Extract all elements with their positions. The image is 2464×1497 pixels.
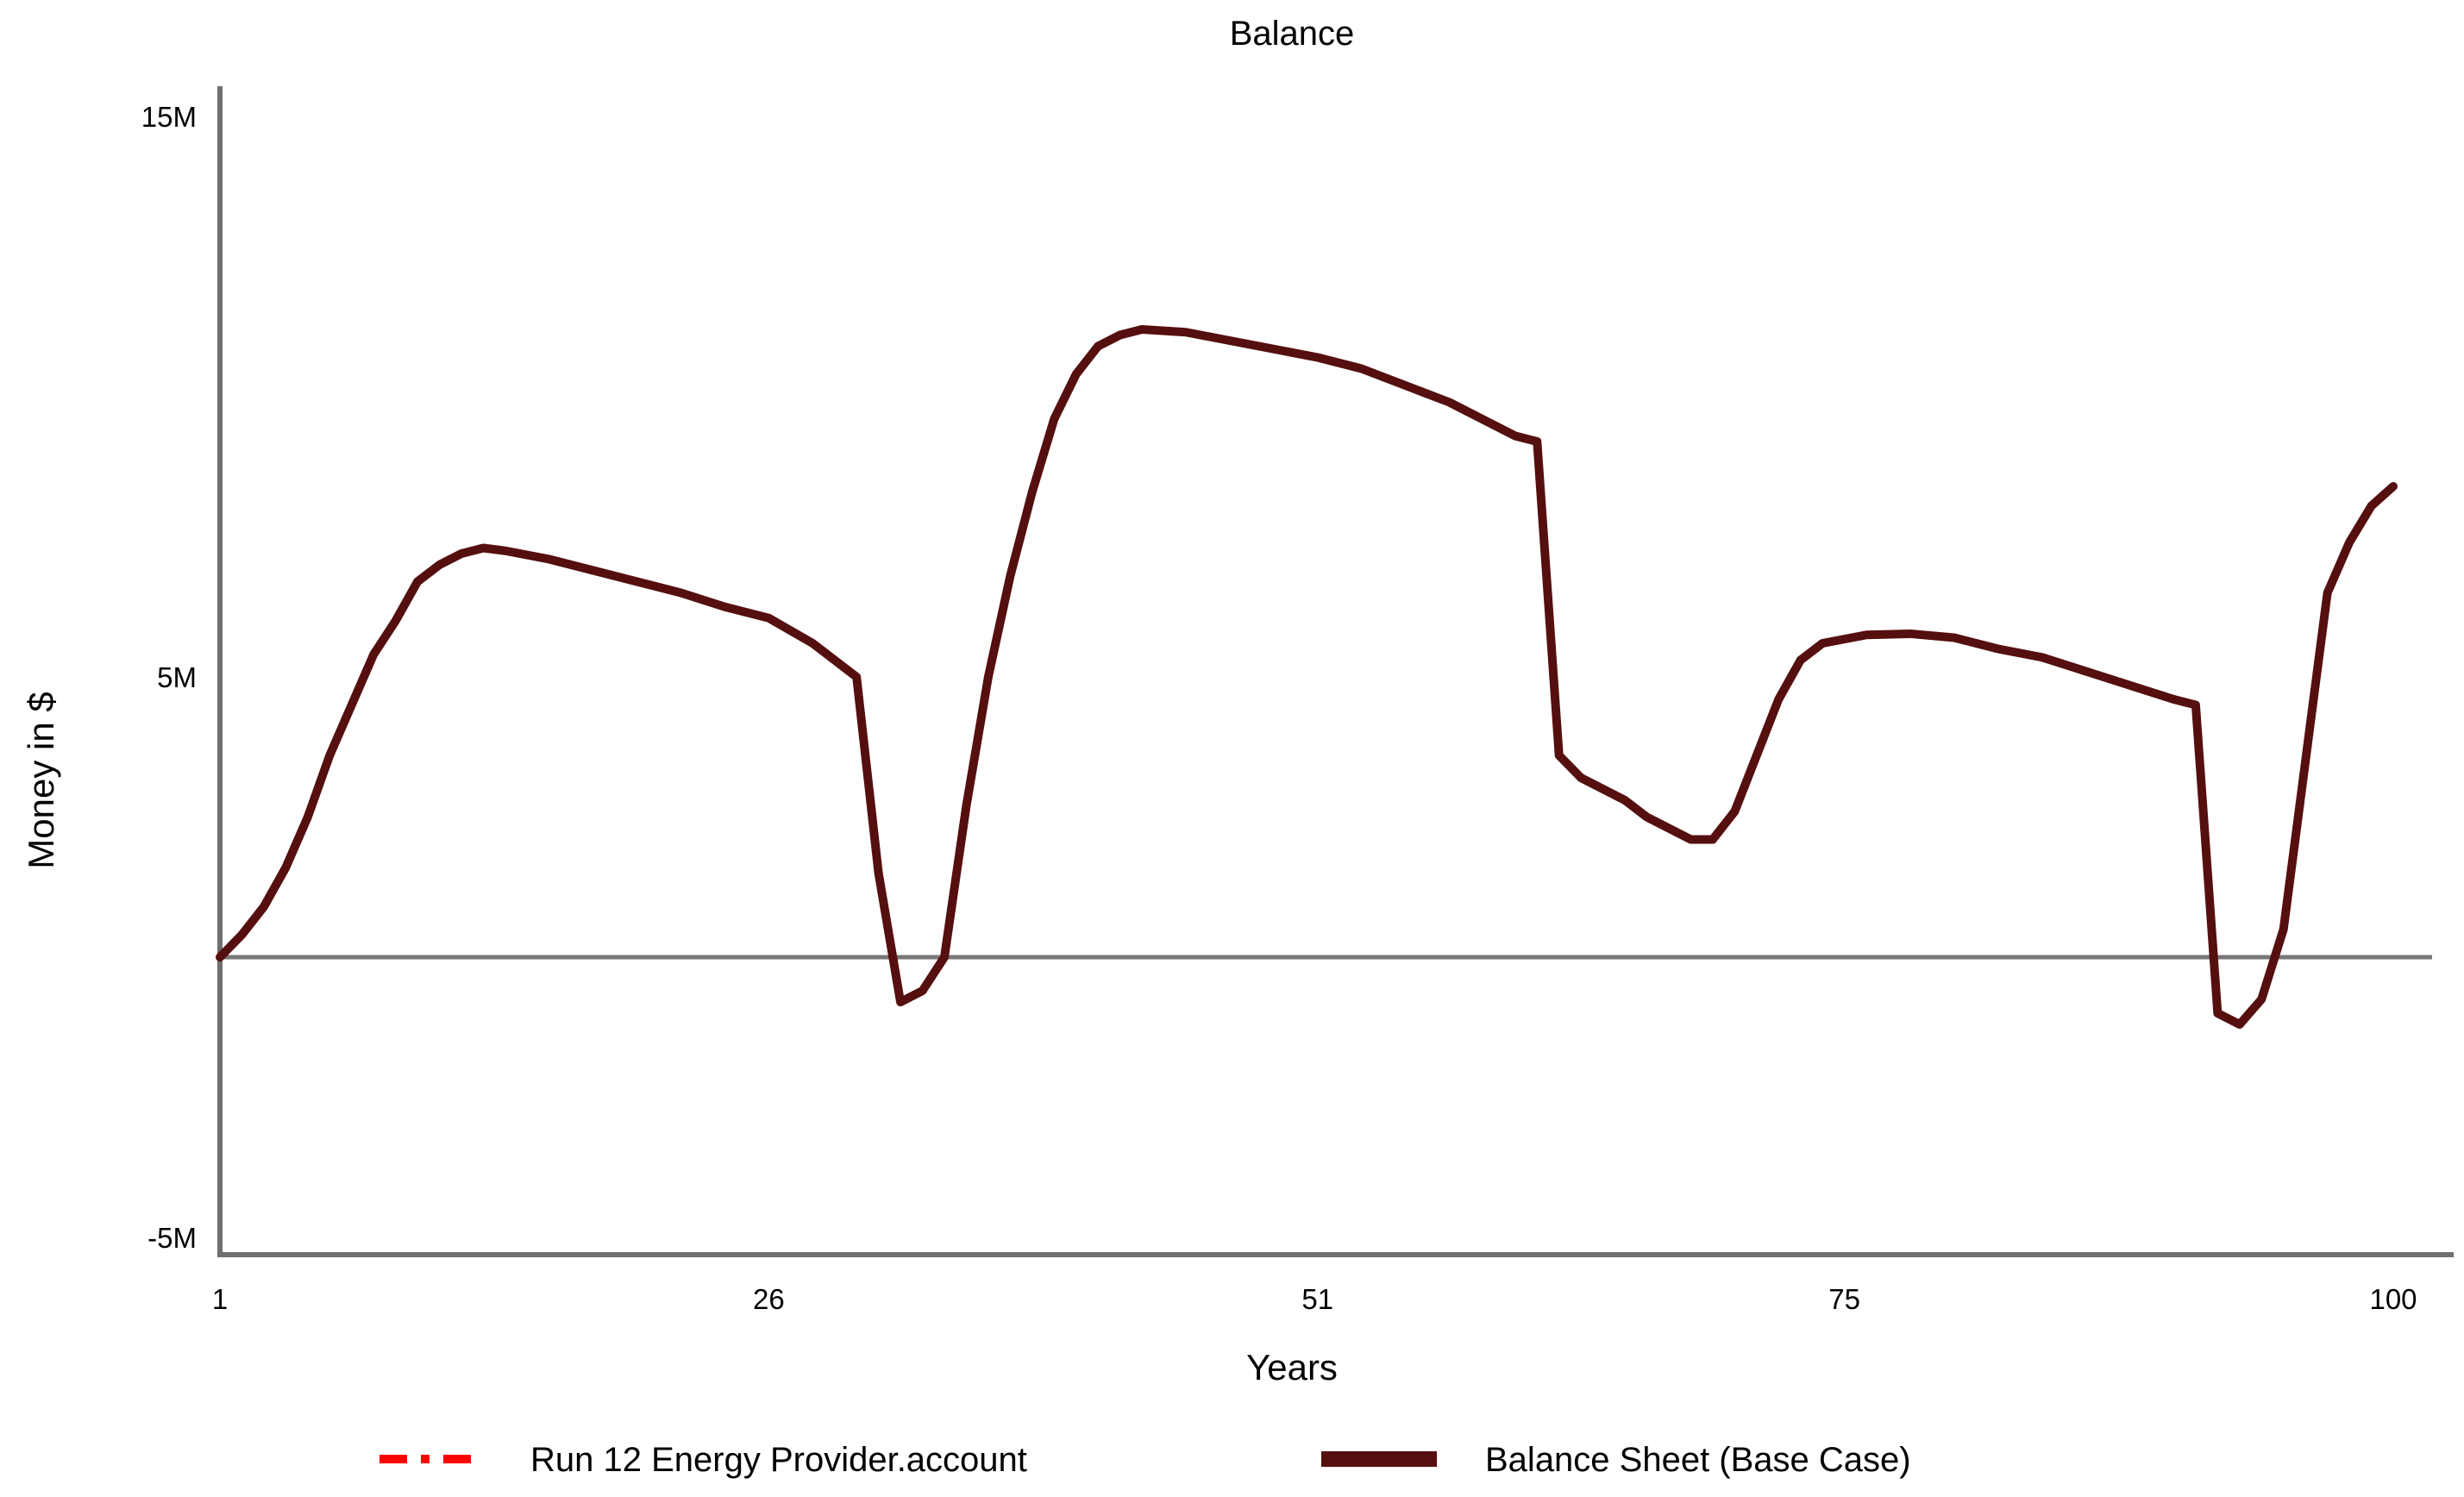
x-axis-label: Years: [1246, 1347, 1338, 1387]
y-tick-label: -5M: [147, 1222, 197, 1254]
x-tick-labels: 1 26 51 75 100: [212, 1283, 2417, 1315]
y-axis-label: Money in $: [21, 692, 61, 868]
y-tick-label: 5M: [157, 661, 197, 693]
series-lines: [216, 325, 2398, 1029]
legend-item-balance-sheet[interactable]: Balance Sheet (Base Case): [1321, 1441, 1911, 1479]
chart-legend: Run 12 Energy Provider.account Balance S…: [379, 1441, 1911, 1479]
legend-item-run12[interactable]: Run 12 Energy Provider.account: [379, 1441, 1027, 1479]
y-tick-label: 15M: [141, 101, 197, 133]
y-tick-labels: 15M 5M -5M: [141, 101, 197, 1254]
x-tick-label: 51: [1301, 1283, 1333, 1315]
x-tick-label: 100: [2369, 1283, 2417, 1315]
legend-label-balance-sheet: Balance Sheet (Base Case): [1485, 1441, 1911, 1479]
chart-title: Balance: [1230, 15, 1355, 53]
legend-label-run12: Run 12 Energy Provider.account: [530, 1441, 1027, 1479]
x-tick-label: 26: [753, 1283, 785, 1315]
series-line-balance-sheet: [216, 325, 2398, 1029]
x-tick-label: 1: [212, 1283, 228, 1315]
x-tick-label: 75: [1828, 1283, 1860, 1315]
